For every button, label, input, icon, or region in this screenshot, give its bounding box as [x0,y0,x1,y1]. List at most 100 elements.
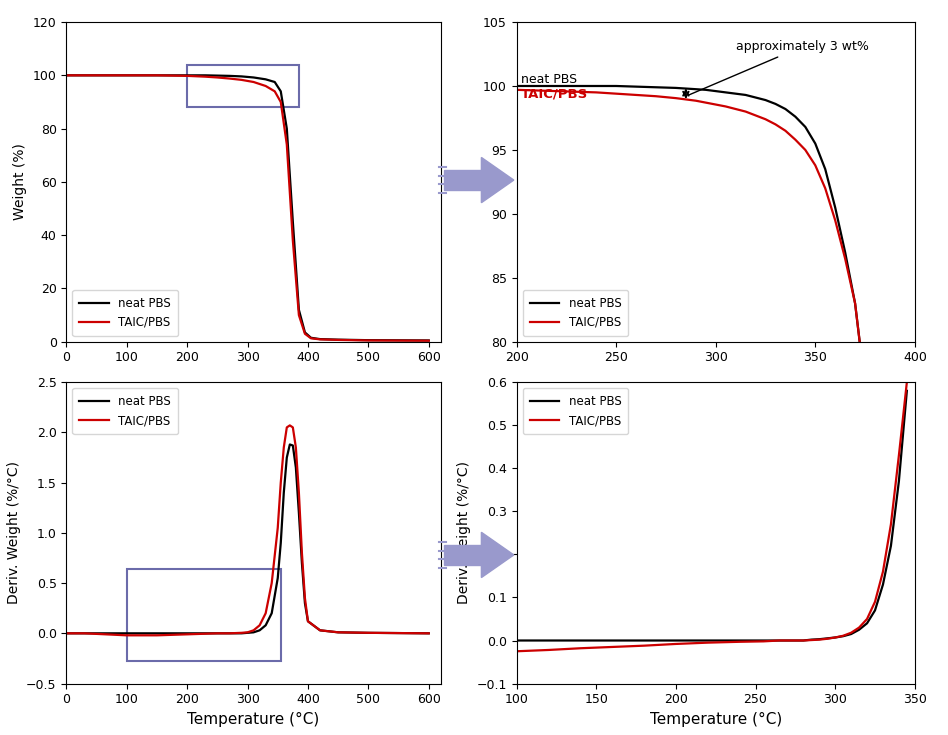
TAIC/PBS [423,337,434,345]
TAIC/PBS [236,628,247,637]
neat PBS [224,629,235,638]
neat PBS [333,628,344,637]
TAIC/PBS [260,82,271,90]
TAIC/PBS [282,423,293,432]
neat PBS [813,635,825,644]
neat PBS [254,626,265,635]
TAIC/PBS [885,520,897,528]
neat PBS [121,629,133,638]
TAIC/PBS [869,465,881,474]
TAIC/PBS [248,78,260,87]
TAIC/PBS [284,421,296,430]
neat PBS [423,336,434,345]
TAIC/PBS [902,378,913,387]
TAIC/PBS [800,146,811,154]
TAIC/PBS [574,644,586,653]
Line: neat PBS: neat PBS [66,76,428,340]
neat PBS [846,630,857,639]
TAIC/PBS [734,637,745,646]
neat PBS [287,218,299,226]
TAIC/PBS [363,628,374,637]
neat PBS [797,636,809,645]
neat PBS [670,84,682,93]
TAIC/PBS [730,104,741,113]
TAIC/PBS [423,629,434,638]
neat PBS [840,248,851,257]
TAIC/PBS [650,92,662,101]
TAIC/PBS [849,299,861,308]
neat PBS [211,71,223,80]
neat PBS [278,488,289,497]
Bar [187,65,299,107]
TAIC/PBS [774,636,785,645]
TAIC/PBS [591,88,602,97]
TAIC/PBS [770,120,781,129]
neat PBS [224,71,235,80]
neat PBS [260,621,271,630]
neat PBS [290,463,301,472]
TAIC/PBS [810,161,821,170]
TAIC/PBS [889,721,901,730]
neat PBS [720,88,732,97]
neat PBS [810,139,821,148]
TAIC/PBS [681,95,692,104]
neat PBS [211,629,223,638]
TAIC/PBS [790,636,801,645]
neat PBS [770,99,781,108]
neat PBS [869,465,881,474]
neat PBS [551,82,562,90]
neat PBS [710,87,721,96]
Text: neat PBS: neat PBS [520,73,576,86]
neat PBS [779,104,791,113]
neat PBS [830,203,841,212]
TAIC/PBS [79,629,90,638]
TAIC/PBS [333,335,344,344]
TAIC/PBS [830,216,841,225]
neat PBS [782,636,793,645]
Line: neat PBS: neat PBS [66,445,428,634]
neat PBS [607,636,618,645]
TAIC/PBS [363,336,374,345]
neat PBS [650,83,662,92]
Text: TAIC/PBS: TAIC/PBS [520,87,588,101]
neat PBS [260,75,271,84]
TAIC/PBS [853,623,865,632]
neat PBS [511,636,522,645]
neat PBS [284,440,296,449]
TAIC/PBS [806,636,817,645]
TAIC/PBS [531,86,542,95]
neat PBS [302,617,314,625]
neat PBS [806,635,817,644]
neat PBS [885,542,897,551]
TAIC/PBS [840,254,851,263]
neat PBS [830,633,841,642]
Line: neat PBS: neat PBS [517,86,915,735]
neat PBS [300,599,311,608]
neat PBS [300,328,311,337]
neat PBS [333,335,344,344]
TAIC/PBS [275,478,286,487]
TAIC/PBS [266,578,278,587]
neat PBS [681,84,692,93]
neat PBS [275,539,286,548]
Bar [127,569,281,662]
X-axis label: Temperature (°C): Temperature (°C) [188,711,319,727]
TAIC/PBS [790,135,801,144]
TAIC/PBS [571,87,582,96]
TAIC/PBS [869,598,881,606]
TAIC/PBS [779,126,791,135]
neat PBS [181,71,192,80]
neat PBS [121,71,133,80]
TAIC/PBS [862,614,873,623]
TAIC/PBS [293,488,304,497]
neat PBS [248,73,260,82]
TAIC/PBS [720,102,732,111]
neat PBS [363,628,374,637]
TAIC/PBS [211,629,223,638]
neat PBS [152,71,163,80]
TAIC/PBS [181,630,192,639]
neat PBS [670,636,682,645]
TAIC/PBS [690,96,702,105]
neat PBS [739,90,751,99]
neat PBS [734,636,745,645]
